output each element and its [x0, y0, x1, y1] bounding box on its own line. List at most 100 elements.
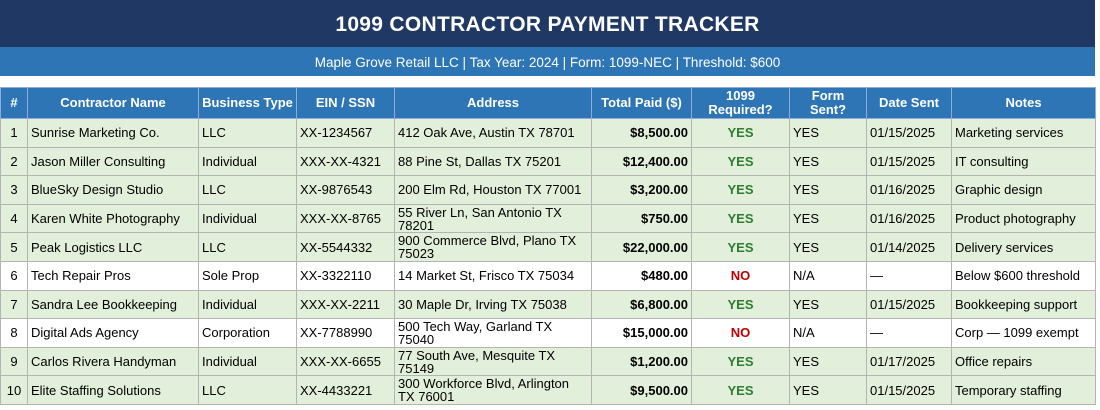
cell-address[interactable]: 900 Commerce Blvd, Plano TX 75023 [394, 232, 592, 262]
cell-notes[interactable]: Graphic design [951, 175, 1096, 205]
col-header-contractor-name[interactable]: Contractor Name [27, 87, 199, 119]
cell-form-sent[interactable]: YES [789, 146, 867, 177]
cell-business-type[interactable]: Individual [198, 346, 297, 377]
cell-contractor-name[interactable]: Elite Staffing Solutions [27, 375, 199, 405]
cell-contractor-name[interactable]: Sandra Lee Bookkeeping [27, 289, 199, 320]
cell-1099-required[interactable]: YES [691, 175, 790, 205]
cell-1099-required[interactable]: YES [691, 203, 790, 234]
cell-address[interactable]: 14 Market St, Frisco TX 75034 [394, 260, 592, 291]
cell-business-type[interactable]: Individual [198, 203, 297, 234]
sheet-subtitle[interactable]: Maple Grove Retail LLC | Tax Year: 2024 … [0, 47, 1095, 76]
cell-contractor-name[interactable]: BlueSky Design Studio [27, 175, 199, 205]
cell-form-sent[interactable]: YES [789, 375, 867, 405]
col-header-form-sent[interactable]: Form Sent? [789, 87, 867, 119]
cell-contractor-name[interactable]: Jason Miller Consulting [27, 146, 199, 177]
cell-number[interactable]: 3 [0, 175, 28, 205]
cell-1099-required[interactable]: YES [691, 375, 790, 405]
cell-ein-ssn[interactable]: XXX-XX-2211 [296, 289, 395, 320]
cell-address[interactable]: 300 Workforce Blvd, Arlington TX 76001 [394, 375, 592, 405]
col-header-date-sent[interactable]: Date Sent [866, 87, 952, 119]
cell-number[interactable]: 9 [0, 346, 28, 377]
col-header-ein-ssn[interactable]: EIN / SSN [296, 87, 395, 119]
cell-business-type[interactable]: Corporation [198, 318, 297, 348]
cell-1099-required[interactable]: YES [691, 289, 790, 320]
cell-form-sent[interactable]: YES [789, 175, 867, 205]
cell-total-paid[interactable]: $480.00 [591, 260, 692, 291]
cell-number[interactable]: 1 [0, 118, 28, 148]
cell-business-type[interactable]: LLC [198, 375, 297, 405]
cell-form-sent[interactable]: YES [789, 118, 867, 148]
cell-notes[interactable]: Corp — 1099 exempt [951, 318, 1096, 348]
col-header-total-paid[interactable]: Total Paid ($) [591, 87, 692, 119]
cell-ein-ssn[interactable]: XX-9876543 [296, 175, 395, 205]
cell-form-sent[interactable]: YES [789, 203, 867, 234]
cell-total-paid[interactable]: $12,400.00 [591, 146, 692, 177]
cell-total-paid[interactable]: $9,500.00 [591, 375, 692, 405]
cell-contractor-name[interactable]: Carlos Rivera Handyman [27, 346, 199, 377]
cell-date-sent[interactable]: — [866, 318, 952, 348]
cell-date-sent[interactable]: 01/15/2025 [866, 146, 952, 177]
cell-contractor-name[interactable]: Tech Repair Pros [27, 260, 199, 291]
cell-ein-ssn[interactable]: XX-1234567 [296, 118, 395, 148]
cell-contractor-name[interactable]: Sunrise Marketing Co. [27, 118, 199, 148]
cell-ein-ssn[interactable]: XX-7788990 [296, 318, 395, 348]
cell-form-sent[interactable]: YES [789, 232, 867, 262]
cell-1099-required[interactable]: YES [691, 118, 790, 148]
cell-business-type[interactable]: Individual [198, 289, 297, 320]
cell-number[interactable]: 10 [0, 375, 28, 405]
cell-number[interactable]: 7 [0, 289, 28, 320]
cell-notes[interactable]: Delivery services [951, 232, 1096, 262]
cell-number[interactable]: 5 [0, 232, 28, 262]
cell-date-sent[interactable]: 01/17/2025 [866, 346, 952, 377]
cell-1099-required[interactable]: NO [691, 260, 790, 291]
sheet-title[interactable]: 1099 CONTRACTOR PAYMENT TRACKER [0, 0, 1095, 47]
cell-address[interactable]: 200 Elm Rd, Houston TX 77001 [394, 175, 592, 205]
cell-address[interactable]: 55 River Ln, San Antonio TX 78201 [394, 203, 592, 234]
cell-business-type[interactable]: LLC [198, 118, 297, 148]
cell-1099-required[interactable]: YES [691, 232, 790, 262]
cell-notes[interactable]: Office repairs [951, 346, 1096, 377]
cell-business-type[interactable]: Individual [198, 146, 297, 177]
cell-business-type[interactable]: LLC [198, 232, 297, 262]
cell-date-sent[interactable]: 01/15/2025 [866, 375, 952, 405]
cell-ein-ssn[interactable]: XX-5544332 [296, 232, 395, 262]
cell-total-paid[interactable]: $15,000.00 [591, 318, 692, 348]
cell-number[interactable]: 4 [0, 203, 28, 234]
cell-form-sent[interactable]: YES [789, 289, 867, 320]
col-header-number[interactable]: # [0, 87, 28, 119]
cell-address[interactable]: 77 South Ave, Mesquite TX 75149 [394, 346, 592, 377]
cell-notes[interactable]: Marketing services [951, 118, 1096, 148]
col-header-address[interactable]: Address [394, 87, 592, 119]
cell-ein-ssn[interactable]: XXX-XX-8765 [296, 203, 395, 234]
cell-business-type[interactable]: Sole Prop [198, 260, 297, 291]
cell-total-paid[interactable]: $750.00 [591, 203, 692, 234]
cell-date-sent[interactable]: 01/14/2025 [866, 232, 952, 262]
cell-notes[interactable]: Below $600 threshold [951, 260, 1096, 291]
cell-notes[interactable]: Temporary staffing [951, 375, 1096, 405]
cell-total-paid[interactable]: $22,000.00 [591, 232, 692, 262]
cell-date-sent[interactable]: — [866, 260, 952, 291]
cell-business-type[interactable]: LLC [198, 175, 297, 205]
col-header-business-type[interactable]: Business Type [198, 87, 297, 119]
cell-date-sent[interactable]: 01/16/2025 [866, 203, 952, 234]
cell-form-sent[interactable]: N/A [789, 318, 867, 348]
cell-ein-ssn[interactable]: XX-4433221 [296, 375, 395, 405]
cell-total-paid[interactable]: $1,200.00 [591, 346, 692, 377]
cell-date-sent[interactable]: 01/16/2025 [866, 175, 952, 205]
cell-1099-required[interactable]: NO [691, 318, 790, 348]
cell-address[interactable]: 500 Tech Way, Garland TX 75040 [394, 318, 592, 348]
cell-address[interactable]: 30 Maple Dr, Irving TX 75038 [394, 289, 592, 320]
cell-address[interactable]: 88 Pine St, Dallas TX 75201 [394, 146, 592, 177]
cell-number[interactable]: 8 [0, 318, 28, 348]
cell-notes[interactable]: Product photography [951, 203, 1096, 234]
cell-1099-required[interactable]: YES [691, 346, 790, 377]
cell-ein-ssn[interactable]: XXX-XX-6655 [296, 346, 395, 377]
cell-contractor-name[interactable]: Peak Logistics LLC [27, 232, 199, 262]
cell-number[interactable]: 2 [0, 146, 28, 177]
cell-notes[interactable]: IT consulting [951, 146, 1096, 177]
cell-total-paid[interactable]: $3,200.00 [591, 175, 692, 205]
cell-date-sent[interactable]: 01/15/2025 [866, 118, 952, 148]
cell-1099-required[interactable]: YES [691, 146, 790, 177]
cell-date-sent[interactable]: 01/15/2025 [866, 289, 952, 320]
cell-address[interactable]: 412 Oak Ave, Austin TX 78701 [394, 118, 592, 148]
